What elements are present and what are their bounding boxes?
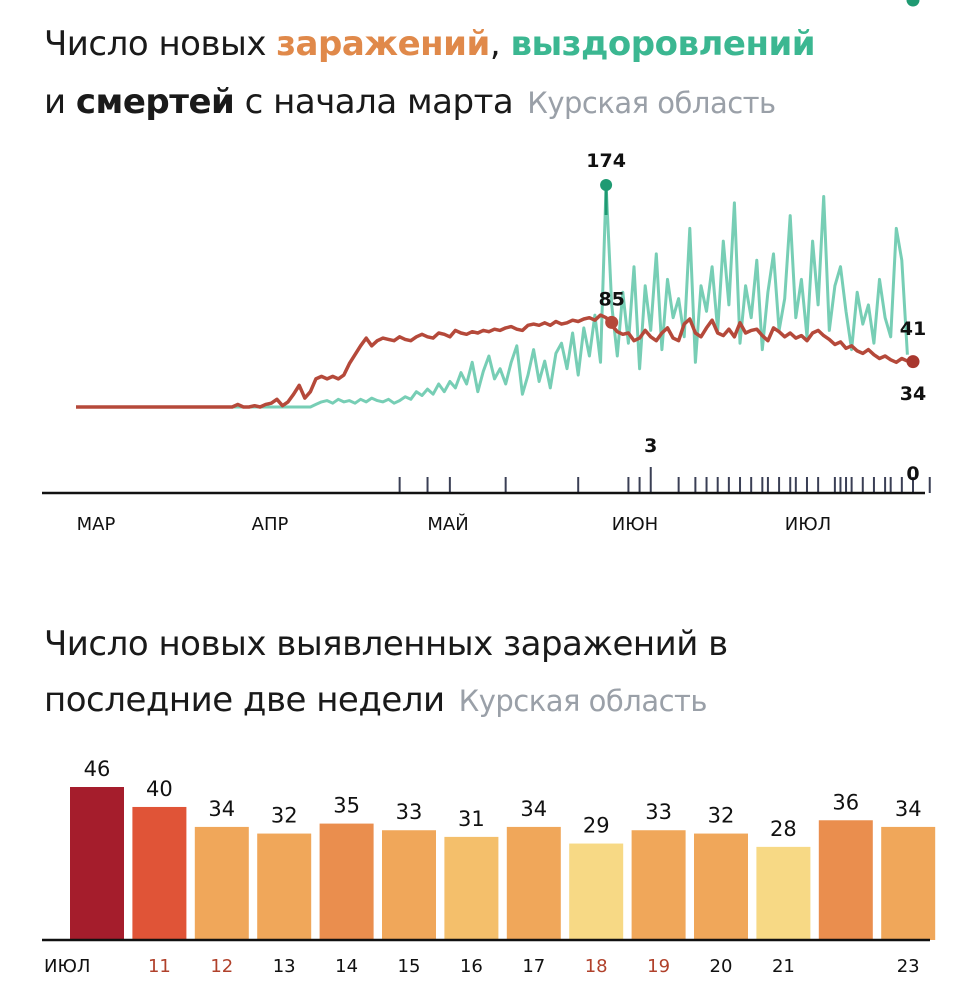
day-tick-label: 12 xyxy=(210,956,233,977)
infections-marker-label: 85 xyxy=(598,288,624,310)
bar xyxy=(756,846,811,940)
bar xyxy=(631,830,686,940)
chart1-title-line1: Число новых заражений, выздоровлений xyxy=(44,24,816,64)
day-tick-label: 16 xyxy=(460,956,483,977)
recoveries-line xyxy=(76,183,909,409)
title-recoveries: выздоровлений xyxy=(510,24,816,64)
bar-value-label: 28 xyxy=(770,817,797,841)
recoveries-peak-label: 174 xyxy=(586,150,626,172)
bar-value-label: 32 xyxy=(271,804,298,828)
bar xyxy=(382,830,436,940)
bar-value-label: 36 xyxy=(832,790,859,814)
bar-value-label: 29 xyxy=(583,814,610,838)
day-tick-label: 17 xyxy=(522,956,545,977)
title-infections: заражений xyxy=(276,24,490,64)
bar xyxy=(444,836,499,940)
day-tick-label: 19 xyxy=(647,956,670,977)
bar-value-label: 32 xyxy=(708,804,735,828)
region-label-2: Курская область xyxy=(458,684,708,718)
month-tick-label: АПР xyxy=(252,514,289,535)
month-tick-label: ИЮН xyxy=(612,514,658,535)
month-tick-label: ИЮЛ xyxy=(785,514,831,535)
chart1-title-line2: и смертей с начала марта Курская область xyxy=(44,85,776,119)
recoveries-last-dot xyxy=(906,0,920,7)
infections-last-label: 34 xyxy=(900,383,926,405)
recoveries-peak-dot xyxy=(600,179,613,191)
bar xyxy=(319,823,374,940)
bar-value-label: 40 xyxy=(146,777,173,801)
region-label: Курская область xyxy=(527,86,776,120)
title-and: и xyxy=(44,82,76,122)
month-tick-label: МАЙ xyxy=(427,513,468,535)
title-since-march: с начала марта xyxy=(234,82,514,122)
bar xyxy=(194,826,249,940)
bar xyxy=(257,833,312,940)
title-deaths: смертей xyxy=(75,82,235,122)
deaths-peak-label: 3 xyxy=(644,435,657,457)
month-tick-label: МАР xyxy=(77,514,116,535)
infections-marker-dot xyxy=(605,315,619,329)
deaths-last-label: 0 xyxy=(906,463,919,485)
bar xyxy=(70,787,124,940)
bar xyxy=(506,826,561,940)
day-tick-label: 18 xyxy=(585,956,608,977)
day-tick-label: 14 xyxy=(335,956,358,977)
bar xyxy=(132,806,187,940)
bar-value-label: 31 xyxy=(458,807,485,831)
day-tick-label: ИЮЛ xyxy=(44,956,90,977)
chart2-title-line2: последние две недели Курская область xyxy=(44,680,708,720)
title-comma: , xyxy=(489,24,511,64)
bar-value-label: 34 xyxy=(520,797,547,821)
bar-value-label: 34 xyxy=(208,797,235,821)
bar-value-label: 34 xyxy=(895,797,922,821)
bar xyxy=(569,843,624,940)
day-tick-label: 15 xyxy=(398,956,421,977)
day-tick-label: 23 xyxy=(897,956,920,977)
day-tick-label: 13 xyxy=(273,956,296,977)
bar-value-label: 46 xyxy=(84,757,111,781)
bar xyxy=(694,833,748,940)
bar-value-label: 33 xyxy=(645,800,672,824)
day-tick-label: 20 xyxy=(710,956,733,977)
recoveries-last-label: 41 xyxy=(900,318,926,340)
title2-line2: последние две недели xyxy=(44,680,445,720)
bar xyxy=(818,820,873,940)
bar-value-label: 35 xyxy=(333,794,360,818)
bar xyxy=(881,826,936,940)
day-tick-label: 21 xyxy=(772,956,795,977)
bar-value-label: 33 xyxy=(396,800,423,824)
infections-line xyxy=(76,313,914,409)
day-tick-label: 11 xyxy=(148,956,171,977)
title-prefix: Число новых xyxy=(44,24,277,64)
chart2-title-line1: Число новых выявленных заражений в xyxy=(44,627,728,661)
title2-line1: Число новых выявленных заражений в xyxy=(44,624,728,664)
infections-last-dot xyxy=(906,355,920,369)
